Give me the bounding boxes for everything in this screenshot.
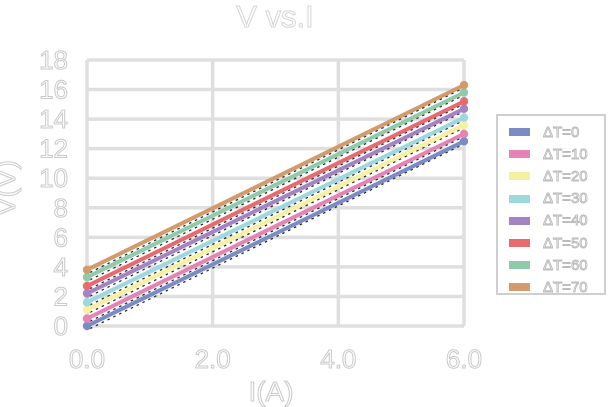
legend-swatch [509,283,530,292]
legend-swatch [509,172,530,181]
legend-label: ΔT=30 [543,190,589,208]
y-tick-label: 10 [39,163,68,193]
series-marker [82,273,92,282]
legend-item: ΔT=60 [498,254,604,276]
legend-item: ΔT=0 [498,121,604,143]
legend-item: ΔT=20 [498,165,604,187]
series-marker [459,88,469,97]
trendline-5 [89,103,465,290]
y-tick-label: 8 [54,193,68,223]
series-marker [82,298,92,307]
legend-swatch [509,216,530,225]
legend-swatch [509,194,530,203]
trendline-2 [89,127,465,313]
y-tick-label: 6 [54,222,68,252]
chart-title: V vs.I [236,0,314,34]
series-line-7 [85,83,466,272]
y-tick-label: 4 [54,252,68,282]
y-tick-label: 14 [39,104,68,134]
series-marker [459,113,469,122]
legend-box: ΔT=0 ΔT=10 ΔT=20 ΔT=30 ΔT=40 ΔT=50 ΔT=60 ΔT=70 [496,114,606,295]
y-tick-label: 18 [39,45,68,75]
legend-swatch [509,239,530,248]
legend-item: ΔT=10 [498,143,604,165]
series-marker [459,137,469,146]
series-line-1 [85,131,466,321]
legend-label: ΔT=10 [543,145,589,163]
series-layer [82,80,469,331]
y-tick-label: 0 [54,311,68,341]
trendline-7 [89,87,465,274]
series-line-4 [85,106,466,296]
series-line-6 [85,90,466,280]
trendline-0 [89,143,465,330]
legend-item: ΔT=50 [498,232,604,254]
x-tick-label: 4.0 [320,344,356,374]
series-marker [459,129,469,139]
series-line-2 [85,123,466,312]
legend-label: ΔT=40 [543,212,589,230]
series-marker [82,265,92,275]
series-marker [82,321,92,331]
series-marker [459,97,469,106]
trendline-3 [89,119,465,306]
series-marker [459,80,469,90]
series-line-5 [85,99,466,289]
x-tick-label: 6.0 [446,344,482,374]
legend-swatch [509,128,530,137]
legend-item: ΔT=40 [498,210,604,232]
series-line-3 [85,115,466,305]
series-marker [82,314,92,323]
series-marker [459,104,469,113]
trendline-layer [89,87,465,330]
trendline-1 [89,135,465,322]
legend-swatch [509,150,530,159]
x-tick-label: 2.0 [195,344,231,374]
legend-swatch [509,261,530,270]
y-tick-label: 12 [39,134,68,164]
legend-label: ΔT=0 [543,123,580,141]
series-marker [82,289,92,298]
y-tick-label: 2 [54,281,68,311]
legend-label: ΔT=50 [543,234,589,252]
legend-label: ΔT=60 [543,256,589,274]
y-tick-label: 16 [39,75,68,105]
legend-label: ΔT=20 [543,167,589,185]
trendline-4 [89,110,465,297]
legend-item: ΔT=30 [498,188,604,210]
x-axis-title: I(A) [248,376,293,407]
series-marker [82,305,92,314]
legend-item: ΔT=70 [498,276,604,298]
trendline-6 [89,94,465,281]
series-marker [459,120,469,130]
series-marker [82,281,92,291]
series-line-0 [85,139,466,328]
x-tick-label: 0.0 [69,344,105,374]
legend-label: ΔT=70 [543,278,589,296]
y-axis-title: V(V) [0,160,21,216]
